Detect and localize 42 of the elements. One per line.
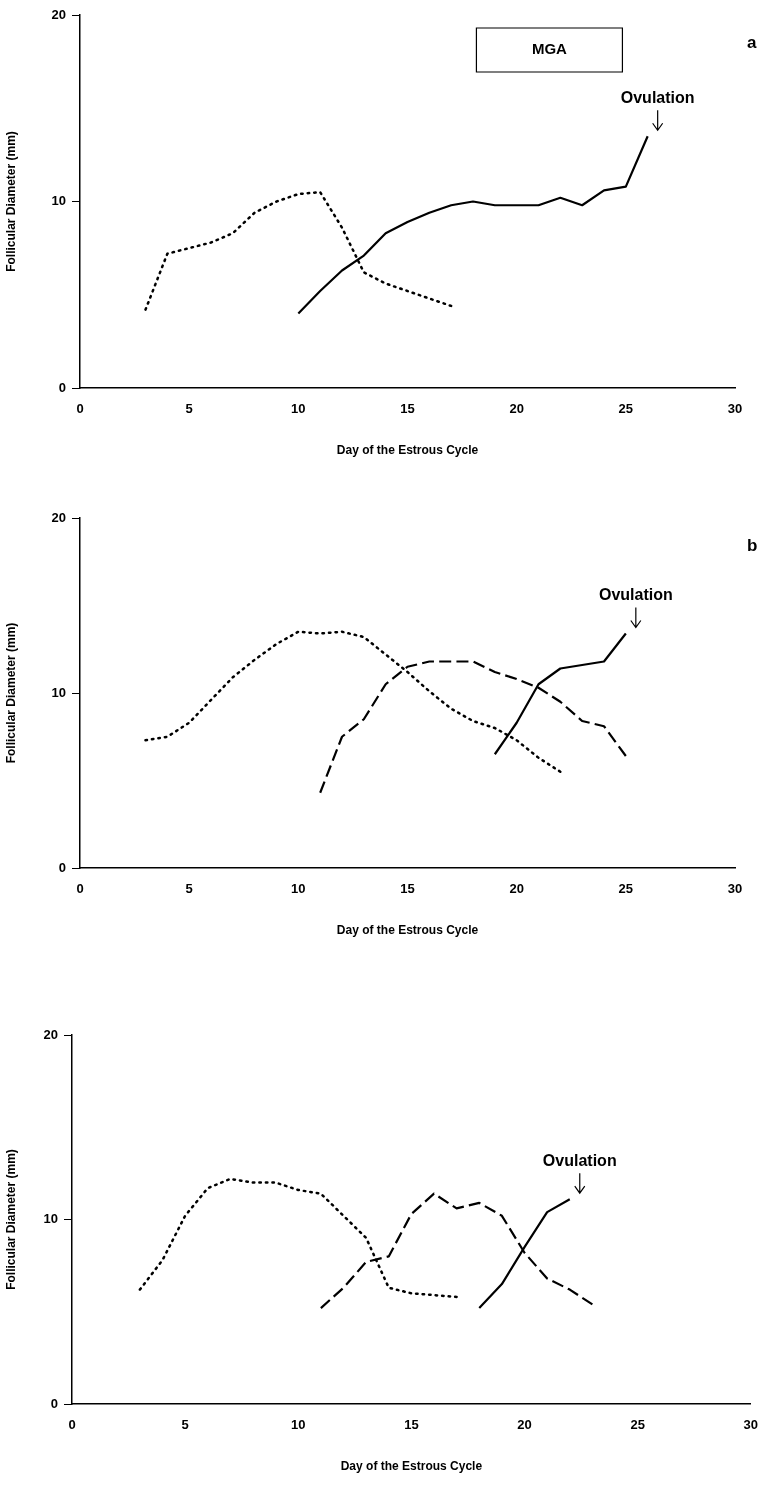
x-tick-label: 30 xyxy=(743,1417,758,1433)
y-tick-label: 10 xyxy=(43,1211,58,1227)
x-tick-label: 10 xyxy=(291,881,306,897)
y-axis-title: Follicular Diameter (mm) xyxy=(3,131,18,272)
y-axis-title: Follicular Diameter (mm) xyxy=(3,1149,18,1290)
annotation: Ovulation xyxy=(620,88,695,106)
x-tick-label: 5 xyxy=(185,401,193,417)
y-tick-label: 20 xyxy=(51,509,66,525)
x-tick-label: 20 xyxy=(509,401,524,417)
x-axis-title: Day of the Estrous Cycle xyxy=(336,923,479,938)
y-tick-label: 10 xyxy=(51,193,66,209)
annotation: Ovulation xyxy=(598,585,673,603)
text: b xyxy=(747,536,758,556)
text: a xyxy=(747,33,757,53)
x-tick-label: 25 xyxy=(630,1417,645,1433)
x-tick-label: 30 xyxy=(727,881,743,897)
annotation: Ovulation xyxy=(542,1151,617,1169)
x-tick-label: 10 xyxy=(291,1417,306,1433)
y-axis-title: Follicular Diameter (mm) xyxy=(3,622,18,764)
x-tick-label: 25 xyxy=(618,881,634,897)
annotation: MGA xyxy=(531,40,568,58)
x-tick-label: 15 xyxy=(404,1417,419,1433)
y-tick-label: 20 xyxy=(51,6,66,22)
x-tick-label: 15 xyxy=(400,881,415,897)
y-tick-label: 0 xyxy=(58,859,66,875)
x-tick-label: 5 xyxy=(185,881,193,897)
x-axis-title: Day of the Estrous Cycle xyxy=(340,1459,483,1474)
x-tick-label: 5 xyxy=(181,1417,189,1433)
x-tick-label: 15 xyxy=(400,401,415,417)
x-tick-label: 30 xyxy=(727,401,743,417)
x-tick-label: 25 xyxy=(618,401,634,417)
x-tick-label: 0 xyxy=(76,401,84,417)
y-tick-label: 20 xyxy=(43,1026,58,1042)
x-tick-label: 10 xyxy=(291,401,306,417)
x-axis-title: Day of the Estrous Cycle xyxy=(336,443,479,458)
y-tick-label: 0 xyxy=(50,1395,58,1411)
x-tick-label: 0 xyxy=(76,881,84,897)
y-tick-label: 0 xyxy=(58,379,66,395)
x-tick-label: 20 xyxy=(517,1417,532,1433)
x-tick-label: 0 xyxy=(68,1417,76,1433)
y-tick-label: 10 xyxy=(51,684,66,700)
x-tick-label: 20 xyxy=(509,881,524,897)
